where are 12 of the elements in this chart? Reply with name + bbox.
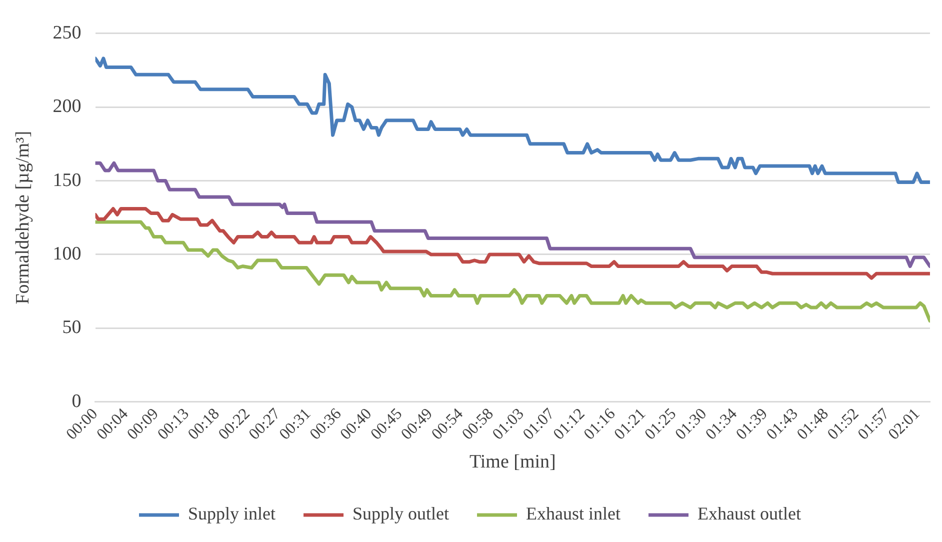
y-tick-label: 100 bbox=[52, 243, 82, 264]
y-tick-label: 250 bbox=[52, 22, 82, 44]
y-tick-label: 50 bbox=[62, 317, 82, 338]
y-tick-label: 150 bbox=[52, 170, 82, 191]
legend-label: Supply inlet bbox=[188, 504, 276, 524]
x-axis-title: Time [min] bbox=[469, 452, 556, 473]
legend-label: Exhaust inlet bbox=[526, 504, 621, 524]
y-axis-title: Formaldehyde [µg/m³] bbox=[12, 130, 34, 304]
legend-label: Supply outlet bbox=[352, 504, 450, 524]
y-tick-label: 0 bbox=[72, 390, 82, 412]
legend-label: Exhaust outlet bbox=[698, 504, 801, 524]
y-tick-label: 200 bbox=[52, 96, 82, 118]
